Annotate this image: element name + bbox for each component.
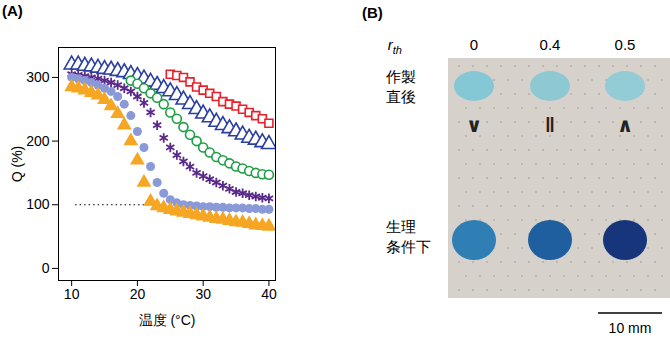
svg-text:100: 100 — [26, 196, 50, 212]
svg-text:10 mm: 10 mm — [609, 320, 652, 336]
svg-text:rth: rth — [388, 36, 402, 56]
svg-text:10: 10 — [64, 286, 80, 302]
svg-text:0: 0 — [42, 260, 50, 276]
svg-text:0.5: 0.5 — [615, 36, 636, 53]
svg-text:‖: ‖ — [545, 114, 555, 136]
svg-text:200: 200 — [26, 133, 50, 149]
svg-text:条件下: 条件下 — [386, 238, 431, 255]
svg-text:温度 (°C): 温度 (°C) — [139, 312, 196, 328]
svg-text:30: 30 — [195, 286, 211, 302]
svg-text:Q (%): Q (%) — [9, 146, 25, 183]
svg-text:20: 20 — [130, 286, 146, 302]
svg-text:0: 0 — [470, 36, 478, 53]
svg-text:∨: ∨ — [466, 114, 482, 136]
svg-text:生理: 生理 — [386, 218, 416, 235]
svg-text:∧: ∧ — [617, 114, 633, 136]
svg-text:直後: 直後 — [386, 88, 416, 105]
svg-text:作製: 作製 — [385, 68, 416, 85]
svg-text:300: 300 — [26, 69, 50, 85]
svg-text:(B): (B) — [362, 4, 383, 21]
svg-text:0.4: 0.4 — [540, 36, 561, 53]
svg-text:40: 40 — [261, 286, 277, 302]
html-text:(A): (A) — [2, 2, 23, 19]
